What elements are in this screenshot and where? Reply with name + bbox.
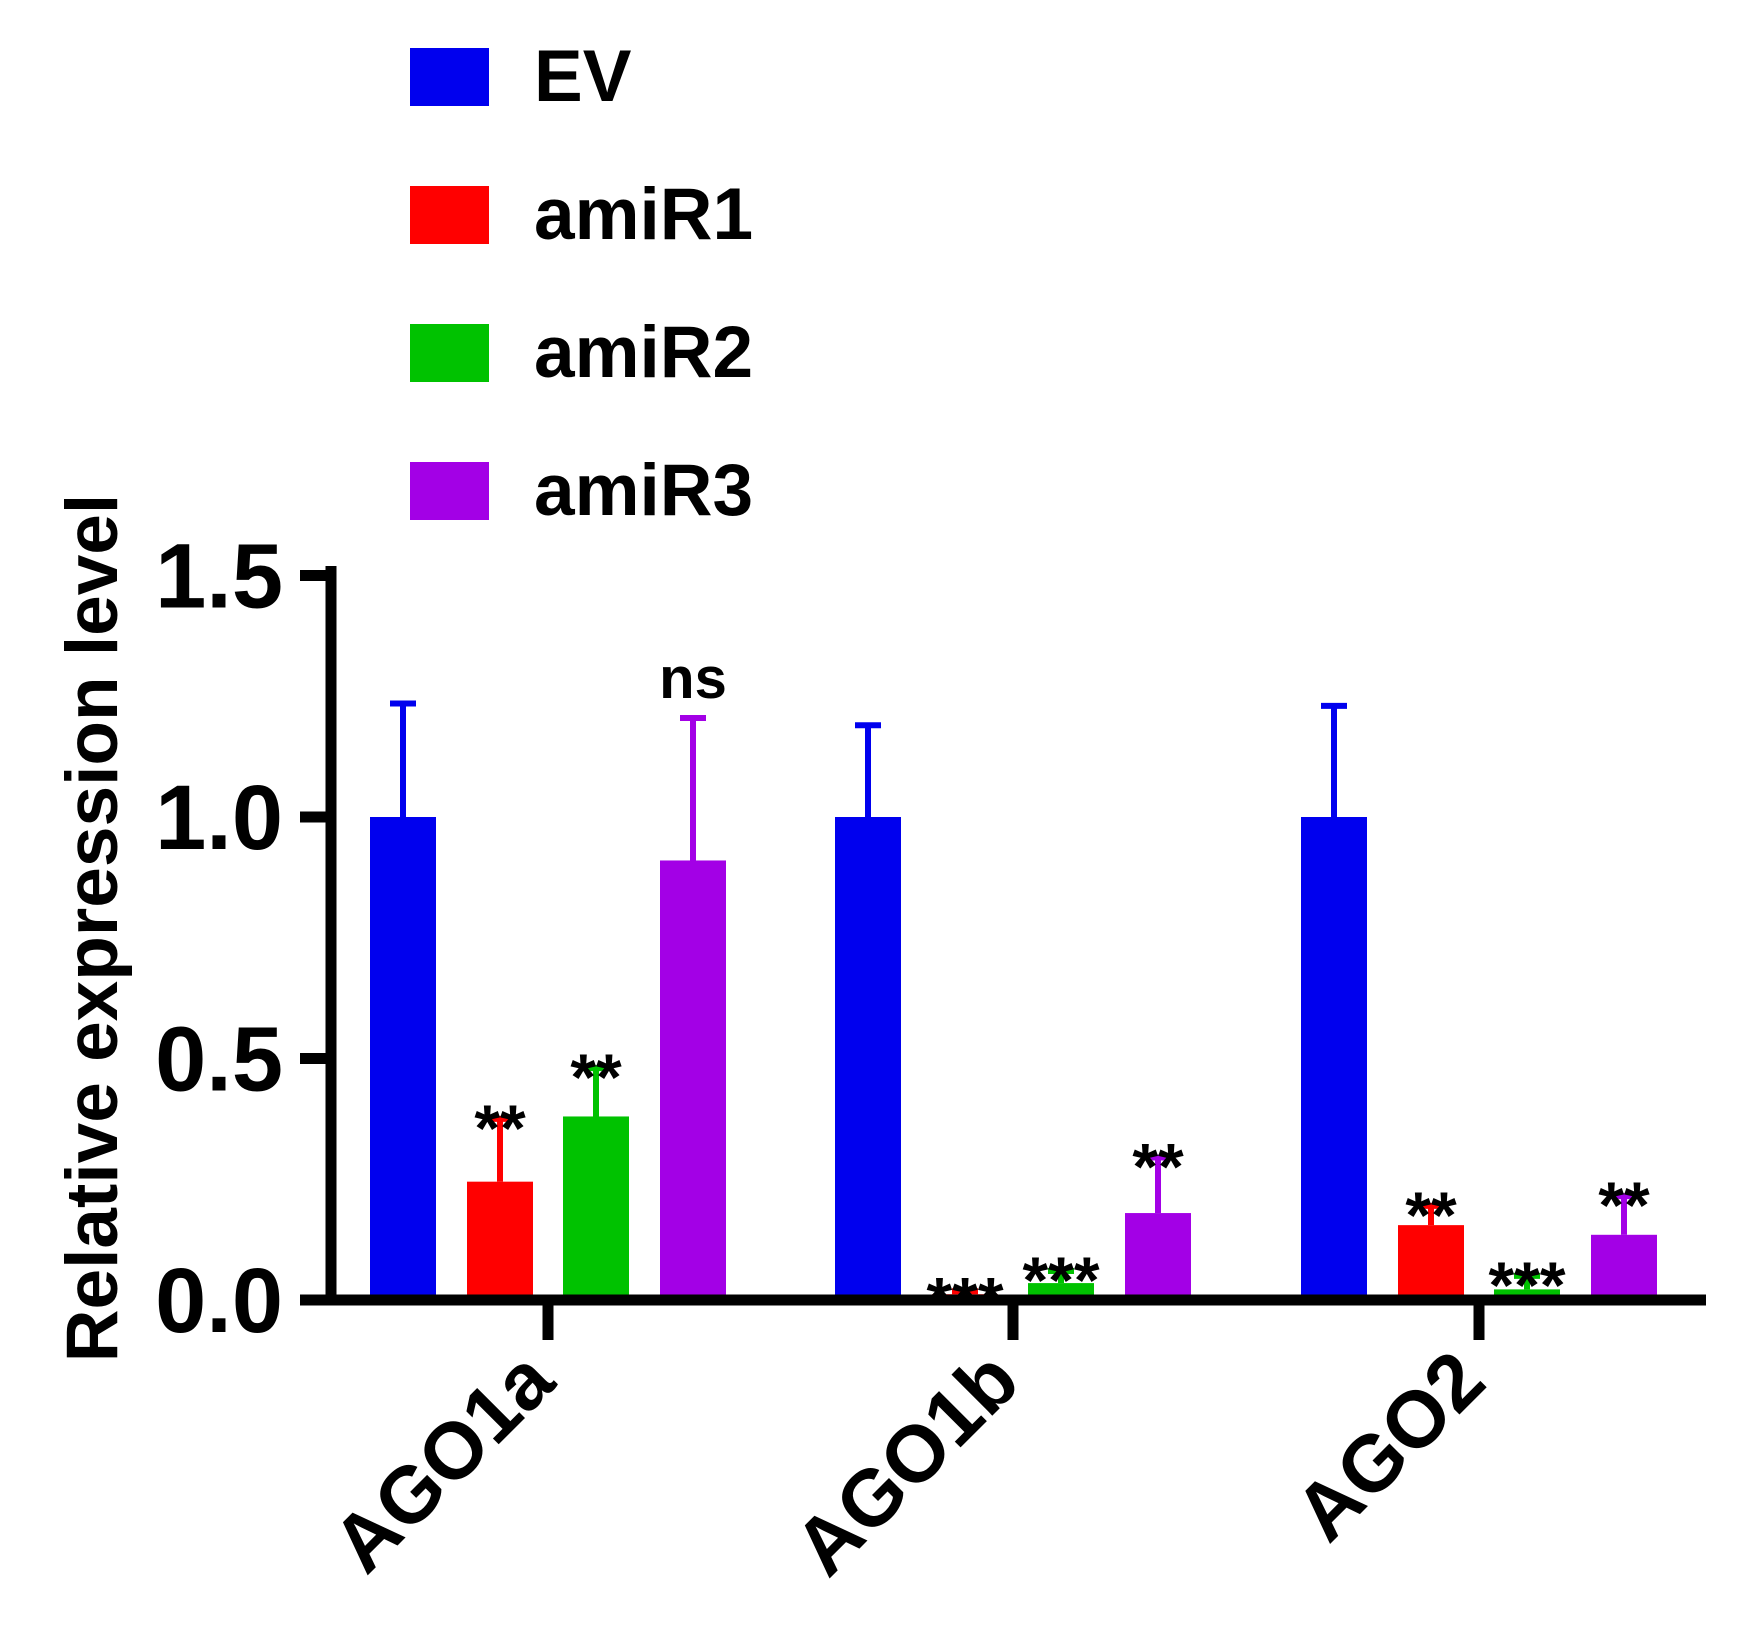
bar-amir3-ago1b	[1125, 1213, 1191, 1300]
bar-ev-ago2	[1301, 817, 1367, 1300]
legend-swatch-ev	[410, 48, 489, 106]
y-ticks: 0.0 0.5 1.0 1.5	[155, 526, 331, 1352]
significance-label-amir2-ago2: ***	[1488, 1248, 1565, 1322]
bars: ************ ***ns****	[370, 646, 1657, 1337]
legend-label-amir2: amiR2	[534, 312, 753, 393]
significance-label-amir1-ago2: **	[1405, 1178, 1457, 1252]
bar-amir2-ago1a	[563, 1116, 629, 1300]
y-axis-label: Relative expression level	[52, 494, 133, 1362]
significance-label-amir3-ago1a: ns	[659, 646, 727, 711]
y-tick-label: 1.0	[155, 767, 283, 869]
x-tick-label-ago1a: AGO1a	[315, 1334, 570, 1589]
legend-swatch-amir2	[410, 324, 489, 382]
bar-ev-ago1b	[835, 817, 901, 1300]
y-tick-label: 1.5	[155, 526, 283, 628]
x-tick-label-ago1b: AGO1b	[777, 1334, 1035, 1592]
bar-amir3-ago1a	[660, 860, 726, 1300]
legend-label-amir3: amiR3	[534, 450, 753, 531]
bar-amir1-ago2	[1398, 1225, 1464, 1300]
legend-swatch-amir3	[410, 462, 489, 520]
bar-ev-ago1a	[370, 817, 436, 1300]
legend-label-ev: EV	[534, 36, 632, 117]
y-tick-label: 0.0	[155, 1250, 283, 1352]
bar-amir3-ago2	[1591, 1234, 1657, 1300]
significance-label-amir3-ago2: **	[1598, 1168, 1650, 1242]
bar-amir1-ago1a	[467, 1181, 533, 1300]
significance-label-amir3-ago1b: **	[1132, 1130, 1184, 1204]
significance-label-amir2-ago1b: ***	[1022, 1243, 1099, 1317]
x-tick-label-ago2: AGO2	[1278, 1334, 1501, 1557]
legend-swatch-amir1	[410, 186, 489, 244]
significance-label-amir2-ago1a: **	[570, 1040, 622, 1114]
y-tick-label: 0.5	[155, 1009, 283, 1111]
significance-label-amir1-ago1a: **	[474, 1091, 526, 1165]
x-ticks: AGO1a AGO1b AGO2	[315, 1300, 1501, 1592]
legend-label-amir1: amiR1	[534, 174, 753, 255]
legend: EV amiR1 amiR2 amiR3	[410, 36, 753, 531]
